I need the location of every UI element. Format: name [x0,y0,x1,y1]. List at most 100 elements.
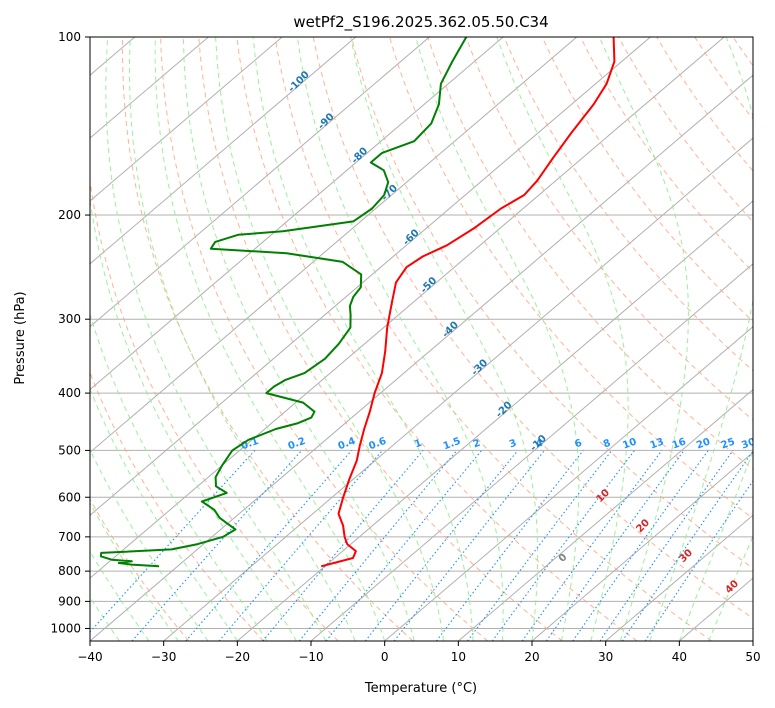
dry-adiabat [121,37,414,641]
dry-adiabat [236,37,638,641]
x-tick-label: 30 [598,650,613,664]
mixing-ratio-label: 13 [649,437,666,452]
moist-adiabat [90,448,209,641]
isotherm-gridline [90,37,725,579]
mixing-ratio-line [262,450,424,641]
mixing-ratio-line [599,450,734,641]
y-tick-label: 900 [58,594,81,608]
isotherm-label: -30 [470,358,491,379]
x-tick-label: −20 [225,650,250,664]
moist-adiabat [496,37,629,641]
moist-adiabat [296,37,504,641]
moist-adiabat [90,312,268,641]
y-tick-label: 200 [58,208,81,222]
isotherm-gridline [605,514,753,641]
mixing-ratio-label: 30 [740,437,757,452]
y-axis-title: Pressure (hPa) [13,291,28,384]
y-tick-label: 1000 [50,621,81,635]
dry-adiabat [350,37,753,569]
isotherm-gridline [90,37,430,328]
dry-adiabat [694,37,753,120]
axes: −40 −30 −20 −10 0 10 20 30 40 5010020030040050060… [50,30,760,664]
y-tick-label: 400 [58,386,81,400]
mixing-ratio-label: 8 [602,438,612,451]
isotherm-label: -50 [419,275,440,296]
isotherm-label: -70 [380,183,401,204]
mixing-ratio-line [393,450,545,641]
mixing-ratio-line [364,450,519,641]
x-tick-label: 40 [672,650,687,664]
dry-adiabat [90,177,339,641]
temperature-line [320,37,616,568]
plot-frame [89,36,754,642]
isotherm-gridline [90,37,283,202]
isotherm-gridline [90,37,651,516]
mixing-ratio-line [521,450,663,641]
isotherm-label-lower: 10 [594,487,612,505]
isotherm-label: -90 [316,111,337,132]
mixing-ratio-line [325,450,483,641]
plot-area: 0.1 0.2 0.4 0.6 1 1.5 2 3 4 6 8 10 13 16 20 25 30 36-100-… [0,37,775,641]
dry-adiabat [427,37,753,470]
x-tick-label: −10 [298,650,323,664]
moist-adiabat [215,37,445,641]
isotherm-gridline [310,263,753,641]
isotherm-gridline [237,200,753,641]
mixing-ratio-label: 36 [761,437,775,452]
x-tick-label: 10 [451,650,466,664]
mixing-ratio-label: 10 [621,437,638,452]
isotherm-gridline [531,451,753,641]
isotherm-label: -60 [401,227,422,248]
isotherm-gridline [679,577,753,641]
y-tick-label: 500 [58,443,81,457]
isotherm-label: -20 [494,400,515,421]
mixing-ratio-label: 16 [671,437,688,452]
isotherm-gridline [0,37,61,641]
y-tick-label: 800 [58,564,81,578]
mixing-ratio-line [298,450,458,641]
x-tick-label: 50 [745,650,760,664]
x-tick-label: 20 [524,650,539,664]
isotherm-gridline [752,640,753,641]
moist-adiabat [415,37,580,641]
chart-title: wetPf2_S196.2025.362.05.50.C34 [293,13,548,32]
mixing-ratio-line [545,450,685,641]
dry-adiabat [541,37,753,323]
y-tick-label: 100 [58,30,81,44]
mixing-ratio-label: 25 [720,437,737,452]
moist-adiabat [154,37,386,641]
mixing-ratio-line [467,450,613,641]
y-tick-label: 700 [58,530,81,544]
isotherm-gridline [90,74,753,641]
dry-adiabat [465,37,753,421]
isotherm-gridline [90,37,504,391]
isotherm-gridline [163,137,753,641]
mixing-ratio-label: 20 [695,437,712,452]
dry-adiabat [274,37,712,641]
dry-adiabat [656,37,753,172]
x-tick-label: −40 [77,650,102,664]
mixing-ratio-line [621,450,753,641]
dry-adiabat [90,371,264,641]
moist-adiabat [105,37,327,641]
isotherm-label: -80 [350,146,371,167]
moist-adiabat [350,37,539,641]
dry-adiabat [160,37,488,641]
moist-adiabat [678,449,753,641]
isotherm-gridline [90,37,357,265]
isotherm-gridline [384,326,753,641]
isotherm-label: -100 [286,69,312,95]
isotherm-gridline [90,37,209,139]
dry-adiabat [579,37,753,273]
y-tick-label: 600 [58,490,81,504]
mixing-ratio-label: 0.6 [367,436,387,452]
x-tick-label: −30 [151,650,176,664]
moist-adiabat [182,37,415,641]
mixing-ratio-line [90,450,256,633]
isotherm-label-lower: 40 [723,578,741,596]
y-tick-label: 300 [58,312,81,326]
dry-adiabat [198,37,563,641]
mixing-ratio-label: 1 [413,438,423,451]
mixing-ratio-label: 6 [573,438,583,451]
dry-adiabat [771,37,775,641]
